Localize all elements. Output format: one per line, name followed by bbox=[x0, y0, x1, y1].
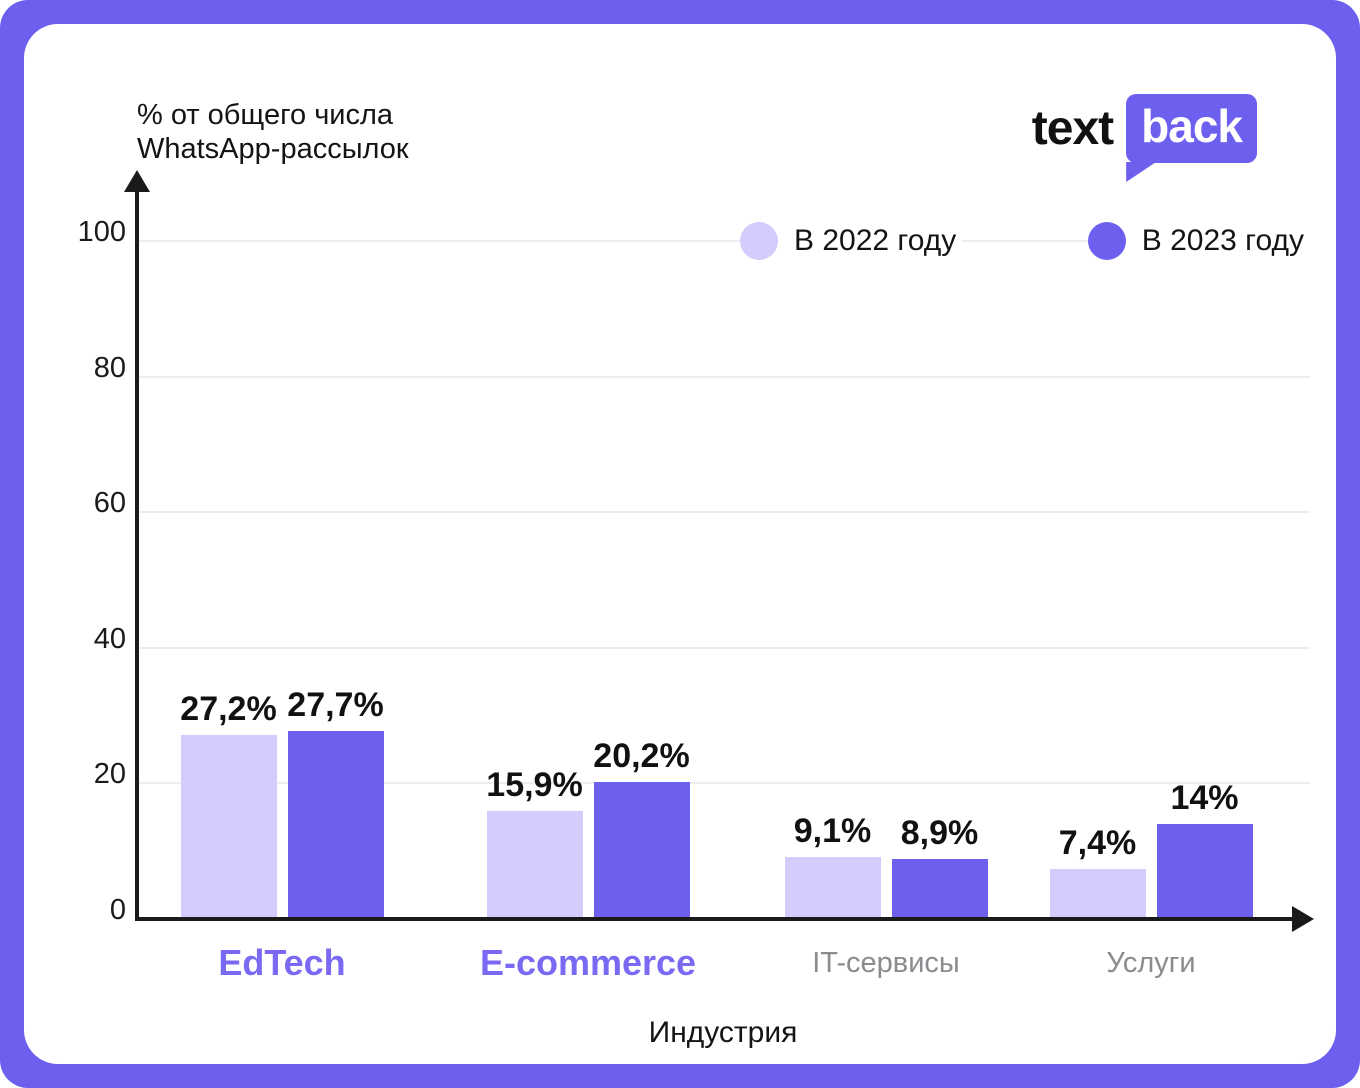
category-label-E-commerce: E-commerce bbox=[479, 942, 697, 983]
y-axis-title-line2: WhatsApp-рассылок bbox=[137, 133, 409, 165]
value-label-IT-сервисы-В-2022-году: 9,1% bbox=[793, 812, 872, 851]
value-label-EdTech-В-2022-году: 27,2% bbox=[180, 689, 277, 728]
value-label-Услуги-В-2022-году: 7,4% bbox=[1058, 823, 1137, 862]
bar-E-commerce-В-2023-году bbox=[593, 782, 690, 919]
gridline-40 bbox=[137, 646, 1310, 649]
bar-Услуги-В-2023-году bbox=[1156, 824, 1253, 919]
bar-IT-сервисы-В-2023-году bbox=[891, 858, 988, 919]
y-axis-arrow-icon bbox=[124, 170, 150, 192]
legend-swatch-2023 bbox=[1087, 222, 1126, 260]
legend-item-2023: В 2023 году bbox=[1087, 222, 1310, 260]
legend-label-2023: В 2023 году bbox=[1141, 224, 1304, 257]
gridline-60 bbox=[137, 511, 1310, 514]
y-tick-label-20: 20 bbox=[93, 758, 126, 791]
y-tick-label-80: 80 bbox=[93, 351, 126, 384]
chart-card: % от общего числа WhatsApp-рассылок text… bbox=[24, 24, 1336, 1064]
gridline-20 bbox=[137, 782, 1310, 785]
value-label-E-commerce-В-2022-году: 15,9% bbox=[486, 766, 583, 805]
y-tick-label-0: 0 bbox=[109, 894, 126, 926]
x-axis-line bbox=[135, 917, 1296, 921]
textback-logo: text back bbox=[1031, 94, 1257, 182]
speech-bubble-tail-icon bbox=[1126, 162, 1157, 182]
logo-back-part: back bbox=[1141, 100, 1243, 152]
value-label-E-commerce-В-2023-году: 20,2% bbox=[593, 737, 690, 776]
logo-text-part: text bbox=[1031, 102, 1114, 155]
bar-EdTech-В-2023-году bbox=[287, 731, 384, 919]
y-tick-label-100: 100 bbox=[77, 216, 126, 248]
bar-IT-сервисы-В-2022-году bbox=[784, 857, 881, 919]
y-axis-title-line1: % от общего числа bbox=[137, 99, 394, 131]
logo-speech-bubble: back bbox=[1126, 94, 1257, 182]
y-tick-label-60: 60 bbox=[93, 487, 126, 520]
gridline-80 bbox=[137, 375, 1310, 378]
x-axis-title: Индустрия bbox=[648, 1016, 798, 1049]
gridline-100 bbox=[137, 240, 1310, 242]
bar-EdTech-В-2022-году bbox=[180, 734, 277, 919]
legend-label-2022: В 2022 году bbox=[794, 224, 957, 257]
y-tick-label-40: 40 bbox=[93, 622, 126, 655]
y-axis-line bbox=[135, 186, 139, 921]
value-label-Услуги-В-2023-году: 14% bbox=[1170, 779, 1239, 818]
category-label-Услуги: Услуги bbox=[1106, 947, 1196, 979]
x-axis-arrow-icon bbox=[1292, 906, 1314, 932]
bar-E-commerce-В-2022-году bbox=[486, 811, 583, 919]
category-label-EdTech: EdTech bbox=[218, 942, 346, 983]
value-label-IT-сервисы-В-2023-году: 8,9% bbox=[900, 813, 979, 852]
y-axis-title: % от общего числа WhatsApp-рассылок bbox=[137, 98, 409, 166]
legend-item-2022: В 2022 году bbox=[740, 222, 963, 260]
category-label-IT-сервисы: IT-сервисы bbox=[812, 947, 960, 979]
chart-legend: В 2022 году В 2023 году bbox=[740, 222, 1310, 260]
bar-Услуги-В-2022-году bbox=[1049, 868, 1146, 919]
value-label-EdTech-В-2023-году: 27,7% bbox=[287, 686, 384, 725]
legend-swatch-2022 bbox=[740, 222, 778, 260]
